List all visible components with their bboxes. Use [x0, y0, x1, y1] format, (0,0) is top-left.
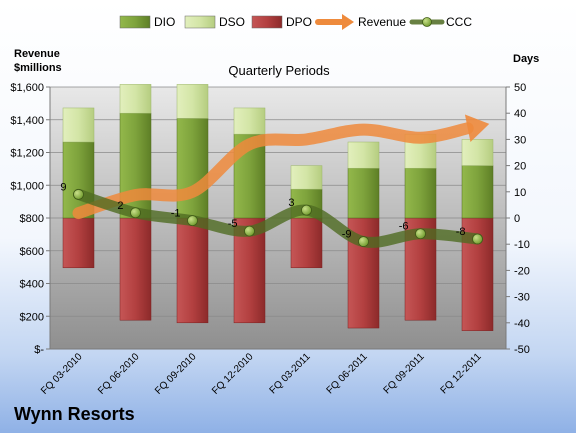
legend-label: Revenue	[358, 15, 406, 29]
legend: DIO DSO DPO Revenue CCC	[119, 14, 472, 30]
ccc-data-label: -9	[342, 229, 352, 241]
y-left-tick-label: $600	[20, 246, 44, 258]
legend-item-revenue: Revenue	[315, 14, 406, 30]
bar-dio	[176, 118, 209, 219]
y-right-tick-label: 30	[514, 134, 526, 146]
revenue-line	[72, 122, 474, 220]
legend-swatch-arrowhead	[342, 14, 354, 30]
ccc-point	[415, 228, 426, 240]
x-tick-label: FQ 09-2011	[382, 351, 427, 396]
bar-dio	[461, 165, 494, 219]
ccc-line	[73, 188, 483, 248]
ccc-point	[301, 204, 312, 216]
ccc-data-label: -5	[228, 218, 238, 230]
y-left-tick-label: $400	[20, 279, 44, 291]
x-tick-label: FQ 06-2010	[96, 351, 142, 397]
y-left-label-line2: $millions	[14, 62, 62, 74]
ccc-data-label: 3	[288, 197, 294, 209]
legend-label: DPO	[286, 15, 312, 29]
bar-dso	[347, 141, 380, 169]
ccc-point	[187, 215, 198, 227]
ccc-point	[472, 233, 483, 245]
ccc-point	[130, 207, 141, 219]
bar-dso	[233, 107, 266, 135]
ccc-data-label: -8	[456, 226, 466, 238]
x-tick-label: FQ 12-2011	[439, 351, 484, 396]
bar-dso	[176, 84, 209, 119]
y-right-tick-label: -40	[514, 318, 530, 330]
bar-dpo	[176, 217, 209, 324]
y-right-tick-label: 20	[514, 161, 526, 173]
bar-dpo	[119, 217, 152, 321]
ccc-data-label: -1	[171, 208, 181, 220]
legend-item-dso: DSO	[184, 15, 245, 29]
legend-label: DIO	[154, 15, 175, 29]
x-tick-label: FQ 09-2010	[153, 351, 199, 397]
ccc-point	[73, 189, 84, 200]
y-right-tick-label: 0	[514, 213, 520, 225]
legend-item-dio: DIO	[119, 15, 175, 29]
y-right-tick-label: -50	[514, 344, 530, 356]
bar-dso	[119, 84, 152, 114]
legend-label: CCC	[446, 15, 472, 29]
bars	[62, 84, 494, 331]
legend-item-dpo: DPO	[251, 15, 312, 29]
y-right-tick-label: -10	[514, 239, 530, 251]
ccc-point	[358, 236, 369, 247]
bar-dio	[404, 167, 437, 219]
x-tick-label: FQ 03-2011	[268, 351, 313, 396]
ccc-data-label: 2	[117, 200, 123, 212]
legend-label: DSO	[219, 15, 245, 29]
legend-swatch	[251, 15, 283, 29]
x-tick-label: FQ 06-2011	[325, 351, 370, 396]
lines: 9 2 -1 -5 3 -9 -6 -8	[60, 114, 490, 248]
bar-dso	[62, 107, 95, 143]
chart-svg: DIO DSO DPO Revenue CCC Quarterly Periods Re…	[10, 14, 539, 397]
y-right-tick-label: -30	[514, 292, 530, 304]
y-left-tick-label: $1,600	[10, 82, 44, 94]
y-right-tick-label: 40	[514, 108, 526, 120]
y-left-tick-label: $1,200	[10, 148, 44, 160]
legend-swatch-dot	[422, 17, 432, 27]
bar-dio	[347, 167, 380, 219]
y-left-tick-label: $800	[20, 213, 44, 225]
y-left-tick-label: $-	[34, 344, 44, 356]
bar-dpo	[62, 217, 95, 269]
y-left-tick-label: $1,400	[10, 115, 44, 127]
ccc-point	[244, 225, 255, 237]
y-right-tick-label: 10	[514, 187, 526, 199]
x-tick-label: FQ 03-2010	[39, 351, 85, 397]
ccc-data-label: -6	[399, 221, 409, 233]
y-right-tick-label: 50	[514, 82, 526, 94]
legend-swatch	[119, 15, 151, 29]
ccc-data-label: 9	[60, 181, 66, 193]
legend-swatch	[184, 15, 216, 29]
y-left-label-line1: Revenue	[14, 48, 60, 60]
bar-dpo	[290, 217, 323, 269]
revenue-arrowhead	[464, 114, 490, 142]
y-right-label: Days	[513, 53, 539, 65]
y-left-tick-label: $200	[20, 311, 44, 323]
y-left-tick-label: $1,000	[10, 180, 44, 192]
chart-title: Quarterly Periods	[228, 63, 330, 78]
y-right-tick-label: -20	[514, 265, 530, 277]
bar-dso	[461, 139, 494, 166]
bar-dso	[290, 165, 323, 190]
x-tick-label: FQ 12-2010	[210, 351, 256, 397]
legend-item-ccc: CCC	[409, 15, 472, 29]
company-name: Wynn Resorts	[14, 404, 135, 424]
